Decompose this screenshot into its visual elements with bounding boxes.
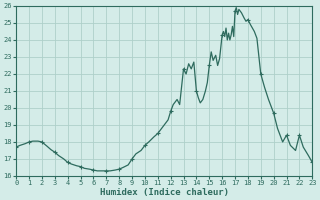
X-axis label: Humidex (Indice chaleur): Humidex (Indice chaleur) — [100, 188, 229, 197]
